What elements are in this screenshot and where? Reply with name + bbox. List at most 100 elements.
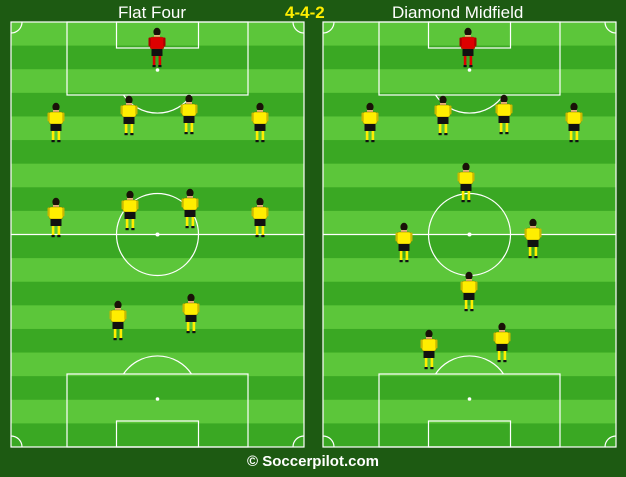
player-head <box>465 271 473 281</box>
player-boot <box>57 235 61 238</box>
player-arm <box>435 339 438 349</box>
player-leg <box>152 56 156 65</box>
player-arm <box>434 105 437 115</box>
player-leg <box>505 123 509 132</box>
player-neck <box>530 226 536 228</box>
player-boot <box>130 133 134 136</box>
player-arm <box>508 332 511 342</box>
player-boot <box>463 65 467 68</box>
player-boot <box>405 260 409 263</box>
player-head <box>570 102 578 112</box>
player-arm <box>266 112 269 122</box>
player-leg <box>51 226 55 235</box>
player-head <box>256 102 264 112</box>
player-leg <box>57 226 61 235</box>
player-shirt <box>525 227 541 241</box>
player-shorts <box>437 117 449 124</box>
player-neck <box>440 103 446 105</box>
goalkeeper-figure <box>459 27 477 68</box>
grass-stripe <box>11 423 304 448</box>
grass-stripe <box>11 69 304 94</box>
player-boot <box>575 140 579 143</box>
player-figure <box>120 95 138 136</box>
player-shirt <box>48 206 64 220</box>
players-layer <box>47 27 583 370</box>
player-arm <box>580 112 583 122</box>
player-leg <box>130 124 134 133</box>
player-shorts <box>498 116 510 123</box>
player-arm <box>474 37 477 47</box>
player-leg <box>399 251 403 260</box>
player-arm <box>195 104 198 114</box>
player-boot <box>255 140 259 143</box>
player-boot <box>497 360 501 363</box>
player-head <box>185 94 193 104</box>
penalty-arc-bottom <box>123 355 192 375</box>
player-neck <box>463 170 469 172</box>
player-boot <box>469 65 473 68</box>
player-boot <box>528 256 532 259</box>
player-leg <box>119 329 123 338</box>
player-boot <box>190 132 194 135</box>
player-shirt <box>122 199 138 213</box>
player-arm <box>196 198 199 208</box>
player-shorts <box>462 49 474 56</box>
player-head <box>187 293 195 303</box>
player-neck <box>466 279 472 281</box>
player-boot <box>158 65 162 68</box>
player-boot <box>186 331 190 334</box>
player-figure <box>251 197 269 238</box>
player-shorts <box>183 116 195 123</box>
grass-stripe <box>11 258 304 283</box>
player-boot <box>124 133 128 136</box>
player-boot <box>51 235 55 238</box>
player-arm <box>410 232 413 242</box>
player-boot <box>51 140 55 143</box>
player-figure <box>361 102 379 143</box>
player-arm <box>457 172 460 182</box>
player-neck <box>127 198 133 200</box>
player-shorts <box>50 219 62 226</box>
player-shirt <box>396 231 412 245</box>
player-boot <box>192 331 196 334</box>
player-figure <box>493 322 511 363</box>
player-figure <box>121 190 139 231</box>
player-boot <box>119 338 123 341</box>
player-shirt <box>435 104 451 118</box>
player-leg <box>499 123 503 132</box>
player-neck <box>53 205 59 207</box>
player-shirt <box>421 338 437 352</box>
player-neck <box>401 230 407 232</box>
player-figure <box>182 293 200 334</box>
player-leg <box>131 219 135 228</box>
player-neck <box>465 35 471 37</box>
player-arm <box>449 105 452 115</box>
player-leg <box>371 131 375 140</box>
grass-stripe <box>323 352 616 377</box>
player-head <box>500 94 508 104</box>
player-boot <box>444 133 448 136</box>
grass-stripe <box>11 305 304 330</box>
player-leg <box>534 247 538 256</box>
player-leg <box>261 226 265 235</box>
player-neck <box>426 337 432 339</box>
player-boot <box>185 226 189 229</box>
player-leg <box>464 300 468 309</box>
center-spot <box>155 232 160 237</box>
corner-arc <box>10 435 23 448</box>
player-arm <box>124 310 127 320</box>
player-neck <box>501 102 507 104</box>
player-leg <box>430 358 434 367</box>
player-head <box>529 218 537 228</box>
player-boot <box>424 367 428 370</box>
player-leg <box>503 351 507 360</box>
player-head <box>126 190 134 200</box>
center-spot <box>467 232 472 237</box>
player-neck <box>571 110 577 112</box>
player-arm <box>181 198 184 208</box>
player-head <box>186 188 194 198</box>
player-arm <box>420 339 423 349</box>
player-neck <box>187 196 193 198</box>
